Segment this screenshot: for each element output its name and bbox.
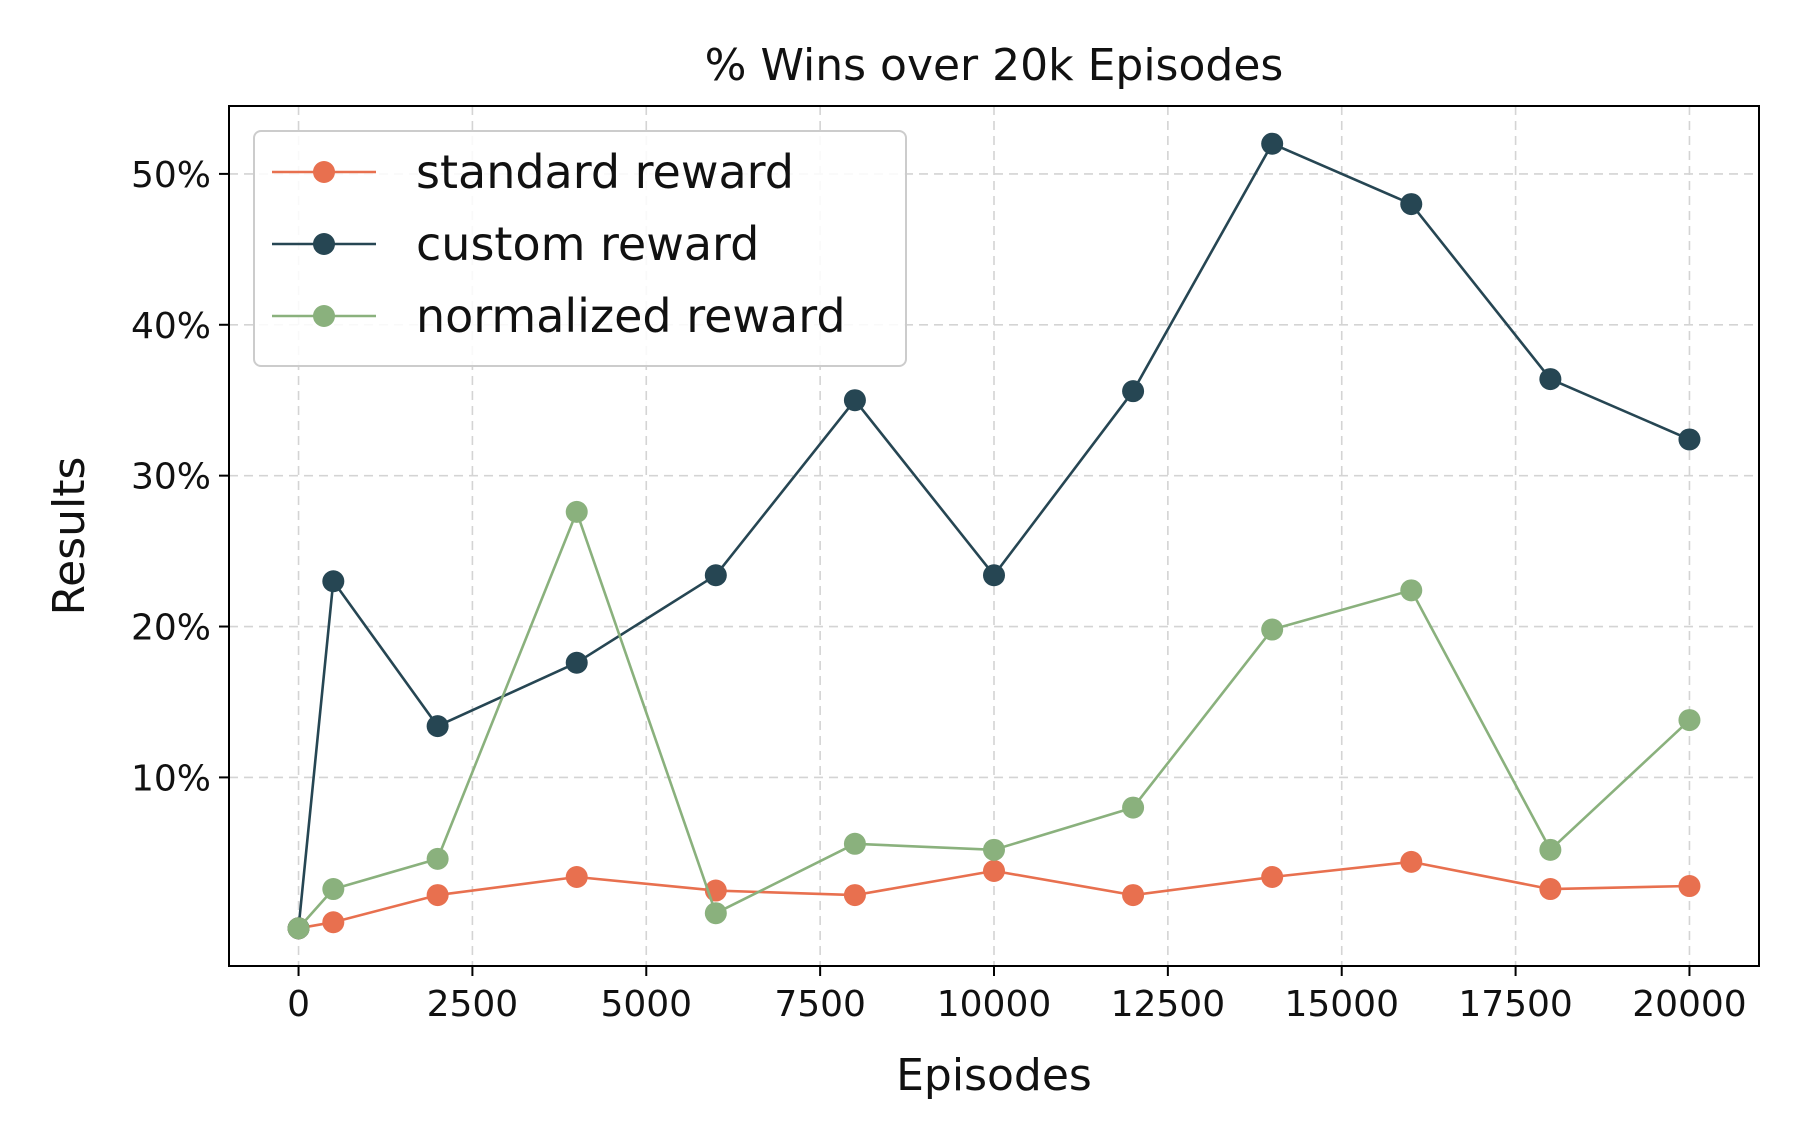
y-tick-label: 30% bbox=[131, 457, 211, 498]
legend-entry-custom-reward: custom reward bbox=[272, 217, 759, 271]
x-tick-label: 12500 bbox=[1111, 984, 1226, 1025]
data-point-normalized-reward bbox=[843, 832, 866, 855]
data-point-standard-reward bbox=[1539, 878, 1562, 901]
x-tick-label: 15000 bbox=[1284, 984, 1399, 1025]
data-point-standard-reward bbox=[565, 865, 588, 888]
data-point-custom-reward bbox=[426, 715, 449, 738]
data-point-custom-reward bbox=[843, 389, 866, 412]
data-point-standard-reward bbox=[1122, 884, 1145, 907]
data-point-normalized-reward bbox=[1678, 709, 1701, 732]
y-tick-label: 20% bbox=[131, 608, 211, 649]
data-point-custom-reward bbox=[565, 651, 588, 674]
x-tick-label: 20000 bbox=[1632, 984, 1747, 1025]
series-normalized-reward bbox=[287, 500, 1701, 940]
legend-label: custom reward bbox=[416, 217, 759, 271]
legend-swatch-marker bbox=[313, 161, 335, 183]
series-line-custom-reward bbox=[297, 142, 1691, 929]
legend-label: standard reward bbox=[416, 145, 794, 199]
x-axis-label: Episodes bbox=[896, 1050, 1092, 1101]
data-point-normalized-reward bbox=[704, 902, 727, 925]
y-axis-label: Results bbox=[44, 457, 95, 616]
data-point-custom-reward bbox=[704, 564, 727, 587]
data-point-normalized-reward bbox=[565, 500, 588, 523]
data-point-standard-reward bbox=[322, 911, 345, 934]
x-tick-label: 5000 bbox=[600, 984, 692, 1025]
data-point-normalized-reward bbox=[1261, 618, 1284, 641]
x-tick-label: 10000 bbox=[937, 984, 1052, 1025]
data-point-custom-reward bbox=[1261, 132, 1284, 155]
data-point-normalized-reward bbox=[1539, 838, 1562, 861]
data-point-normalized-reward bbox=[287, 917, 310, 940]
data-point-normalized-reward bbox=[426, 847, 449, 870]
data-point-standard-reward bbox=[1261, 865, 1284, 888]
data-point-standard-reward bbox=[426, 884, 449, 907]
data-point-custom-reward bbox=[1122, 380, 1145, 403]
series-custom-reward bbox=[287, 132, 1701, 940]
data-point-standard-reward bbox=[843, 884, 866, 907]
y-tick-label: 50% bbox=[131, 155, 211, 196]
data-point-custom-reward bbox=[983, 564, 1005, 587]
data-point-custom-reward bbox=[322, 570, 345, 593]
series-lines bbox=[287, 132, 1701, 940]
data-point-custom-reward bbox=[1678, 428, 1701, 451]
data-point-custom-reward bbox=[1400, 193, 1423, 216]
data-point-normalized-reward bbox=[1122, 796, 1145, 819]
data-point-standard-reward bbox=[983, 859, 1005, 882]
y-tick-label: 10% bbox=[131, 758, 211, 799]
legend-swatch-marker bbox=[313, 233, 335, 255]
x-tick-label: 17500 bbox=[1458, 984, 1573, 1025]
x-tick-label: 0 bbox=[287, 984, 310, 1025]
legend-label: normalized reward bbox=[416, 289, 846, 343]
series-line-normalized-reward bbox=[297, 510, 1691, 930]
data-point-standard-reward bbox=[1400, 850, 1423, 873]
legend-box bbox=[253, 130, 907, 367]
x-tick-label: 2500 bbox=[427, 984, 519, 1025]
y-tick-label: 40% bbox=[131, 306, 211, 347]
data-point-normalized-reward bbox=[1400, 579, 1423, 602]
data-point-standard-reward bbox=[1678, 875, 1701, 898]
x-tick-label: 7500 bbox=[774, 984, 866, 1025]
data-point-normalized-reward bbox=[983, 838, 1005, 861]
legend-swatch-marker bbox=[313, 305, 335, 327]
legend: standard reward custom reward normalized r… bbox=[253, 130, 907, 367]
legend-entry-normalized-reward: normalized reward bbox=[272, 289, 846, 343]
data-point-custom-reward bbox=[1539, 368, 1562, 391]
axis-ticks: 0 2500 5000 7500 10000 12500 15000 17500 20000 10… bbox=[131, 155, 1747, 1025]
legend-entry-standard-reward: standard reward bbox=[272, 145, 794, 199]
chart-title: % Wins over 20k Episodes bbox=[705, 40, 1284, 91]
data-point-normalized-reward bbox=[322, 878, 345, 901]
series-line-standard-reward bbox=[298, 860, 1690, 930]
